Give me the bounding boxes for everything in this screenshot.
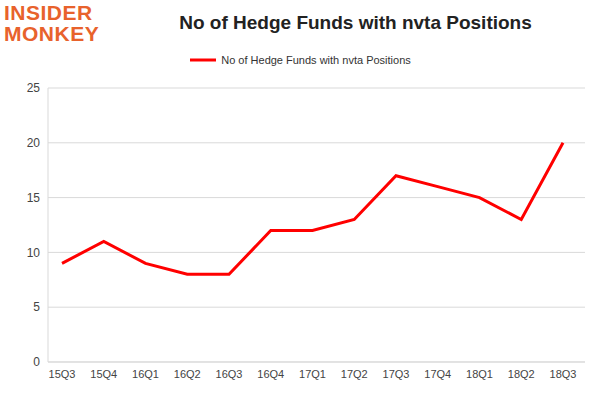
svg-text:18Q3: 18Q3: [550, 368, 577, 380]
svg-text:18Q1: 18Q1: [466, 368, 493, 380]
svg-text:15Q3: 15Q3: [49, 368, 76, 380]
svg-text:17Q3: 17Q3: [383, 368, 410, 380]
html-text:MONKEY: MONKEY: [4, 22, 100, 45]
html-text:No of Hedge Funds with nvta Po: No of Hedge Funds with nvta Positions: [221, 54, 411, 66]
html-text:No of Hedge Funds with nvta Po: No of Hedge Funds with nvta Positions: [179, 12, 532, 33]
svg-text:16Q1: 16Q1: [132, 368, 159, 380]
svg-text:16Q3: 16Q3: [216, 368, 243, 380]
svg-text:10: 10: [27, 246, 41, 260]
svg-text:16Q2: 16Q2: [174, 368, 201, 380]
svg-text:5: 5: [33, 300, 40, 314]
svg-text:18Q2: 18Q2: [508, 368, 535, 380]
svg-text:15: 15: [27, 191, 41, 205]
svg-text:25: 25: [27, 81, 41, 95]
svg-text:17Q1: 17Q1: [299, 368, 326, 380]
svg-text:20: 20: [27, 136, 41, 150]
svg-text:16Q4: 16Q4: [257, 368, 284, 380]
svg-text:15Q4: 15Q4: [90, 368, 117, 380]
svg-text:17Q4: 17Q4: [424, 368, 451, 380]
svg-text:0: 0: [33, 355, 40, 369]
html-text:INSIDER: INSIDER: [4, 1, 93, 24]
svg-text:17Q2: 17Q2: [341, 368, 368, 380]
